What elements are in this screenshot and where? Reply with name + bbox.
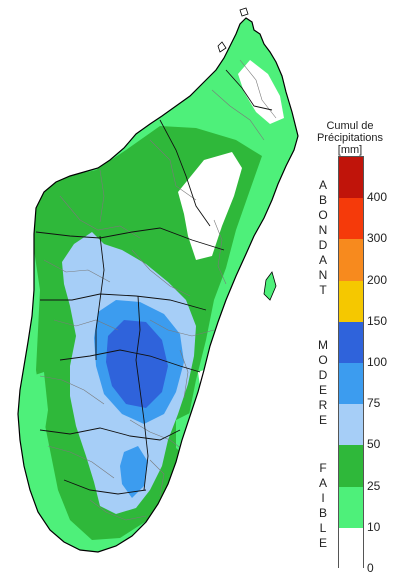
zone-0-10	[178, 152, 242, 260]
legend-tick-label: 0	[367, 561, 374, 575]
zone-100-150	[106, 320, 168, 408]
legend-swatch	[339, 404, 363, 446]
legend-tick-label: 100	[367, 355, 388, 369]
legend-tick-label: 75	[367, 396, 381, 411]
legend-tick-label: 200	[367, 272, 388, 287]
legend-tick-label: 50	[367, 437, 381, 452]
zone-0-10	[238, 60, 284, 124]
legend-tick-label: 25	[367, 478, 381, 493]
district-boundaries	[39, 59, 277, 521]
legend-swatch	[339, 239, 363, 281]
legend-swatch	[339, 280, 363, 322]
legend-title-line2: Précipitations	[316, 132, 384, 144]
region-boundaries	[35, 69, 273, 495]
legend-tick-label: 300	[367, 231, 388, 246]
rainfall-map	[17, 7, 299, 553]
legend-swatch	[339, 486, 363, 528]
legend-swatch	[339, 198, 363, 240]
legend-swatch	[339, 527, 363, 569]
legend-swatch	[339, 363, 363, 405]
legend-unit: [mm]	[337, 144, 363, 156]
coastline	[17, 17, 299, 553]
legend-swatch	[339, 157, 363, 199]
island	[217, 41, 227, 53]
legend-title-line1: Cumul de	[326, 120, 374, 132]
legend-tick-label: 400	[367, 190, 388, 205]
legend-swatch	[339, 445, 363, 487]
legend-swatch	[339, 321, 363, 363]
zone-10-25	[20, 372, 48, 480]
zone-75-100	[120, 446, 148, 498]
island	[263, 271, 277, 301]
island	[239, 7, 249, 17]
legend-tick-label: 10	[367, 519, 381, 534]
legend-tick-label: 150	[367, 313, 388, 328]
legend-color-bar	[338, 156, 364, 569]
